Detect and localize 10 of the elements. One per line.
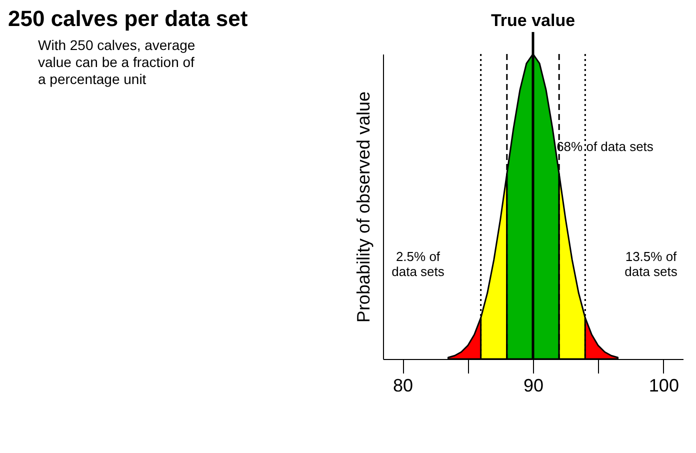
x-tick-label: 90 [523,376,544,396]
y-axis-title: Probability of observed value [354,91,374,323]
annotation: 68% of data sets [556,139,654,154]
x-tick-label: 100 [648,376,679,396]
ref-line-label: True value [490,11,576,30]
text: With 250 calves, average value can be a fraction of a percentage unit [38,37,196,87]
text: 250 calves per data set [8,6,248,31]
annotation: 2.5% of data sets [392,249,445,279]
annotation: 13.5% of data sets [624,249,678,279]
x-tick-label: 80 [393,376,414,396]
